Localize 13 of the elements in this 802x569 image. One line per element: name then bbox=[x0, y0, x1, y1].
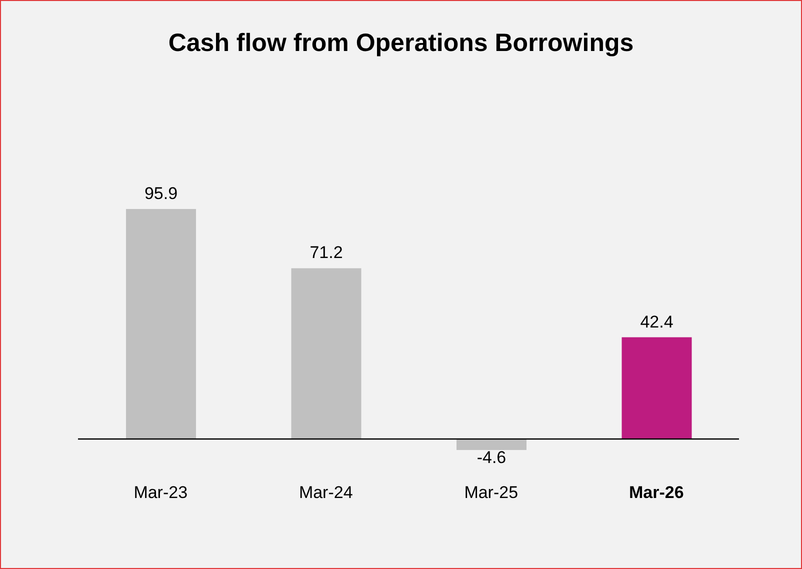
x-tick-label: Mar-24 bbox=[298, 483, 353, 502]
bar bbox=[622, 337, 692, 439]
bar bbox=[291, 268, 362, 439]
data-label: 42.4 bbox=[640, 312, 674, 332]
x-tick-label: Mar-26 bbox=[628, 483, 684, 502]
x-tick-label: Mar-23 bbox=[134, 483, 188, 502]
bar bbox=[126, 209, 196, 439]
data-label: -4.6 bbox=[476, 448, 506, 467]
data-label: 71.2 bbox=[310, 243, 343, 262]
chart-title: Cash flow from Operations Borrowings bbox=[167, 29, 635, 58]
x-tick-label: Mar-25 bbox=[464, 483, 518, 502]
data-label: 95.9 bbox=[144, 184, 178, 203]
bar bbox=[456, 438, 526, 450]
